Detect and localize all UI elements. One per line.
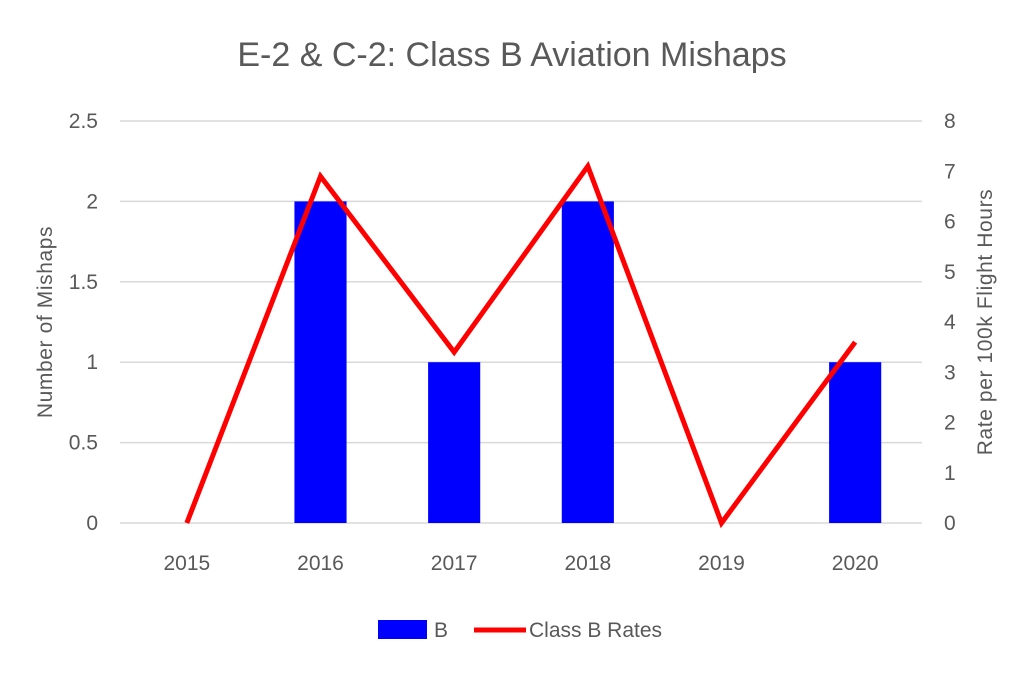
y2-tick-label: 2	[944, 412, 956, 435]
x-tick-label: 2020	[832, 552, 879, 575]
bar	[562, 201, 614, 523]
y2-tick-label: 1	[944, 462, 956, 485]
y2-axis-title: Rate per 100k Flight Hours	[974, 189, 997, 456]
line-series	[187, 166, 856, 523]
bar	[428, 362, 480, 523]
x-tick-label: 2016	[297, 552, 344, 575]
x-tick-label: 2019	[698, 552, 745, 575]
rate-line	[187, 166, 855, 523]
y-tick-label: 0	[86, 512, 98, 535]
bar	[294, 201, 346, 523]
y-tick-label: 1.5	[69, 271, 98, 294]
legend: B Class B Rates	[378, 619, 662, 642]
y2-tick-label: 5	[944, 261, 956, 284]
y-tick-label: 1	[86, 351, 98, 374]
bar	[829, 362, 881, 523]
y2-tick-label: 0	[944, 512, 956, 535]
legend-label-bar: B	[434, 619, 448, 642]
y-tick-label: 2.5	[69, 110, 98, 133]
y-tick-label: 2	[86, 190, 98, 213]
y2-tick-label: 7	[944, 160, 956, 183]
y2-tick-label: 4	[944, 311, 956, 334]
axes: 0 0.5 1 1.5 2 2.5 0 1 2 3 4 5 6 7 8 2015 2016 2017 2018 201…	[69, 110, 956, 575]
legend-label-line: Class B Rates	[529, 619, 662, 642]
gridlines	[120, 121, 922, 523]
y-axis-title: Number of Mishaps	[34, 226, 57, 418]
y-tick-label: 0.5	[69, 432, 98, 455]
x-tick-label: 2015	[163, 552, 210, 575]
y2-tick-label: 3	[944, 361, 956, 384]
y2-tick-label: 8	[944, 110, 956, 133]
x-tick-label: 2017	[431, 552, 478, 575]
x-tick-label: 2018	[564, 552, 611, 575]
y2-tick-label: 6	[944, 211, 956, 234]
chart-title: E-2 & C-2: Class B Aviation Mishaps	[237, 36, 786, 74]
legend-swatch-bar	[378, 620, 427, 639]
